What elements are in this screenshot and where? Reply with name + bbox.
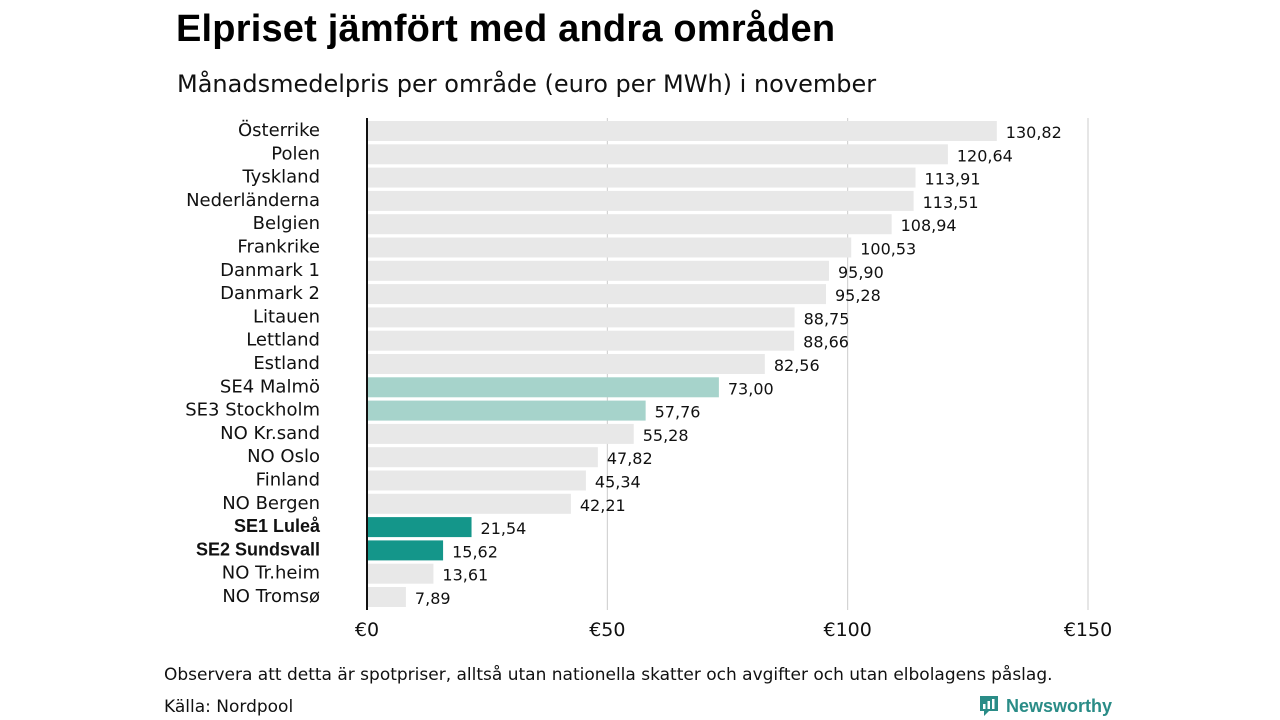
category-label: Polen xyxy=(271,143,320,164)
category-label: Danmark 1 xyxy=(220,260,320,281)
category-label: SE4 Malmö xyxy=(220,376,320,397)
value-label: 15,62 xyxy=(452,542,498,561)
value-label: 21,54 xyxy=(481,519,527,538)
x-tick-label: €150 xyxy=(1064,619,1112,641)
bar xyxy=(368,144,948,165)
bar xyxy=(368,563,434,584)
value-label: 130,82 xyxy=(1006,123,1062,142)
newsworthy-logo-icon xyxy=(980,696,998,716)
category-label: NO Kr.sand xyxy=(220,423,320,444)
category-label: Belgien xyxy=(253,213,320,234)
value-labels: 130,82 120,64 113,91 113,51 108,94 100,53 95,9… xyxy=(415,123,1062,608)
category-label: NO Tr.heim xyxy=(222,563,320,584)
value-label: 100,53 xyxy=(860,240,916,259)
value-label: 47,82 xyxy=(607,449,653,468)
x-tick-label: €100 xyxy=(823,619,871,641)
bar xyxy=(368,121,997,141)
bar xyxy=(368,190,914,211)
category-label: Lettland xyxy=(246,330,320,351)
value-label: 82,56 xyxy=(774,356,820,375)
bar xyxy=(368,493,571,514)
bar xyxy=(368,470,586,491)
category-label: Tyskland xyxy=(241,167,320,188)
category-label: SE3 Stockholm xyxy=(185,400,320,421)
bar xyxy=(368,377,719,398)
bar xyxy=(368,307,795,328)
bar xyxy=(368,260,829,281)
category-label: Finland xyxy=(256,470,320,491)
x-axis-ticks: €0 €50 €100 €150 xyxy=(355,619,1112,641)
value-label: 113,91 xyxy=(925,170,981,189)
bar xyxy=(368,423,634,444)
bar xyxy=(368,540,444,561)
bar xyxy=(368,587,406,607)
logo-text: Newsworthy xyxy=(1006,695,1113,716)
value-label: 42,21 xyxy=(580,496,626,515)
bar xyxy=(368,330,795,351)
value-label: 88,66 xyxy=(803,333,849,352)
bar xyxy=(368,517,472,538)
bar xyxy=(368,400,646,421)
source-note: Källa: Nordpool xyxy=(164,697,294,717)
bar xyxy=(368,214,892,235)
bar xyxy=(368,447,598,468)
bar xyxy=(368,167,916,188)
value-label: 95,28 xyxy=(835,286,881,305)
category-label: NO Tromsø xyxy=(222,586,320,607)
category-label: SE2 Sundsvall xyxy=(196,539,320,559)
bars xyxy=(368,121,997,607)
value-label: 57,76 xyxy=(655,403,701,422)
value-label: 55,28 xyxy=(643,426,689,445)
footnote: Observera att detta är spotpriser, allts… xyxy=(164,665,1053,685)
value-label: 113,51 xyxy=(923,193,979,212)
bar xyxy=(368,354,765,374)
chart-title: Elpriset jämfört med andra områden xyxy=(176,8,836,50)
category-label: SE1 Luleå xyxy=(234,516,321,536)
category-label: NO Bergen xyxy=(222,493,320,514)
newsworthy-logo: Newsworthy xyxy=(978,694,1112,718)
value-label: 45,34 xyxy=(595,473,641,492)
category-label: Danmark 2 xyxy=(220,283,320,304)
x-tick-label: €50 xyxy=(589,619,625,641)
value-label: 13,61 xyxy=(442,566,488,585)
bar xyxy=(368,237,852,258)
x-tick-label: €0 xyxy=(355,619,379,641)
chart-subtitle: Månadsmedelpris per område (euro per MWh… xyxy=(177,70,877,98)
value-label: 73,00 xyxy=(728,379,774,398)
category-label: Frankrike xyxy=(237,237,320,258)
value-label: 108,94 xyxy=(901,216,957,235)
category-label: Nederländerna xyxy=(186,190,320,211)
category-label: Litauen xyxy=(253,306,320,327)
value-label: 7,89 xyxy=(415,589,451,608)
value-label: 120,64 xyxy=(957,146,1013,165)
category-label: Österrike xyxy=(238,119,320,141)
value-label: 95,90 xyxy=(838,263,884,282)
category-label: Estland xyxy=(253,353,320,374)
category-label: NO Oslo xyxy=(247,446,320,467)
value-label: 88,75 xyxy=(804,309,850,328)
bar xyxy=(368,284,826,305)
